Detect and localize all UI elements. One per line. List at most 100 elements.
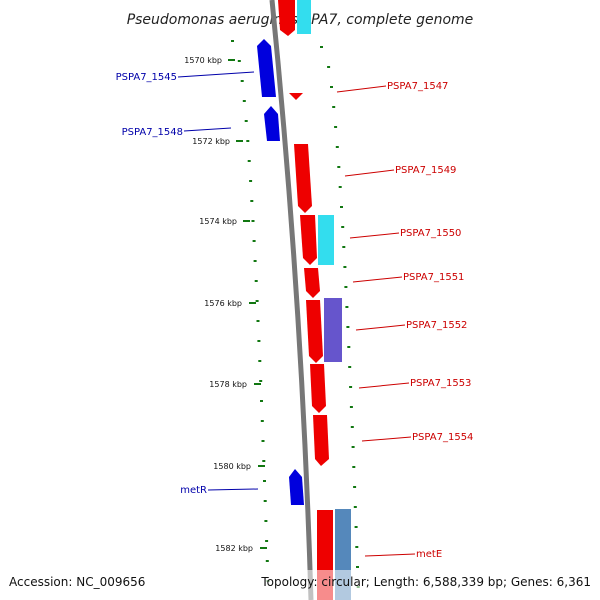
minus-strand-features [257, 39, 304, 505]
minor-tick [265, 540, 269, 542]
left-gene-labels: PSPA7_1545 PSPA7_1548 metR [116, 71, 259, 496]
label-leader [361, 436, 412, 442]
minor-tick [258, 360, 262, 362]
track-segment-purple [324, 298, 342, 362]
minor-tick [355, 546, 359, 548]
scale-label-1570: 1570 kbp [184, 56, 222, 65]
minor-tick [353, 486, 357, 488]
gene-feature-PSPA7_1548[interactable] [264, 106, 280, 141]
minor-tick [356, 566, 359, 568]
minor-tick [231, 40, 234, 42]
inner-tick-track [231, 40, 270, 582]
minor-tick [320, 46, 323, 48]
minor-tick [342, 246, 346, 248]
minor-tick [350, 426, 354, 428]
major-tick [236, 140, 243, 142]
minor-tick [242, 100, 246, 102]
minor-tick [338, 186, 342, 188]
major-tick [249, 302, 256, 304]
minor-tick [260, 400, 263, 402]
minor-tick [244, 120, 248, 122]
minor-tick [256, 320, 260, 322]
minor-tick [354, 526, 358, 528]
gene-label-PSPA7_1551[interactable]: PSPA7_1551 [403, 272, 464, 283]
gene-label-PSPA7_1553[interactable]: PSPA7_1553 [410, 378, 471, 389]
minor-tick [261, 440, 265, 442]
minor-tick [348, 366, 352, 368]
minor-tick [250, 200, 254, 202]
gene-feature-PSPA7_1551[interactable] [304, 268, 320, 298]
gene-label-PSPA7_1554[interactable]: PSPA7_1554 [412, 432, 473, 443]
minor-tick [344, 286, 348, 288]
gene-feature-PSPA7_1545[interactable] [257, 39, 276, 97]
label-leader [355, 324, 406, 331]
minor-tick [349, 386, 353, 388]
gene-feature-top-red[interactable] [278, 0, 295, 36]
minor-tick [263, 480, 266, 482]
scale-label-1582: 1582 kbp [215, 544, 253, 553]
outer-feature-track [297, 0, 351, 600]
gene-feature-PSPA7_1552[interactable] [306, 300, 323, 363]
label-leader [183, 127, 232, 132]
gene-label-PSPA7_1545[interactable]: PSPA7_1545 [116, 72, 177, 83]
minor-tick [262, 460, 266, 462]
gene-feature-metR[interactable] [289, 469, 304, 505]
minor-tick [264, 520, 268, 522]
footer-backdrop [0, 570, 600, 600]
minor-tick [332, 106, 336, 108]
minor-tick [337, 166, 341, 168]
gene-label-PSPA7_1547[interactable]: PSPA7_1547 [387, 81, 448, 92]
scale-label-1576: 1576 kbp [204, 299, 242, 308]
gene-feature-PSPA7_1554[interactable] [313, 415, 329, 466]
minor-tick [340, 206, 343, 208]
gene-label-PSPA7_1548[interactable]: PSPA7_1548 [122, 127, 183, 138]
minor-tick [352, 466, 356, 468]
minor-tick [253, 260, 257, 262]
gene-feature-PSPA7_1549[interactable] [294, 144, 312, 213]
scale-label-1578: 1578 kbp [209, 380, 247, 389]
track-segment-cyan [318, 215, 334, 265]
gene-label-PSPA7_1550[interactable]: PSPA7_1550 [400, 228, 461, 239]
minor-tick [327, 66, 331, 68]
gene-feature-PSPA7_1547[interactable] [289, 93, 303, 100]
scale-labels: 1570 kbp 1572 kbp 1574 kbp 1576 kbp 1578… [184, 56, 267, 553]
minor-tick [257, 340, 261, 342]
minor-tick [353, 506, 357, 508]
minor-tick [343, 266, 347, 268]
minor-tick [246, 140, 250, 142]
minor-tick [347, 346, 351, 348]
gene-feature-PSPA7_1550[interactable] [300, 215, 317, 265]
minor-tick [346, 326, 350, 328]
minor-tick [259, 380, 263, 382]
minor-tick [265, 560, 269, 562]
label-leader [352, 276, 403, 283]
label-leader [207, 488, 259, 491]
label-leader [177, 71, 255, 78]
label-leader [364, 553, 416, 557]
minor-tick [247, 160, 251, 162]
label-leader [349, 232, 400, 239]
minor-tick [254, 280, 258, 282]
major-tick [243, 220, 250, 222]
gene-label-PSPA7_1549[interactable]: PSPA7_1549 [395, 165, 456, 176]
minor-tick [252, 240, 256, 242]
scale-label-1572: 1572 kbp [192, 137, 230, 146]
gene-label-metE[interactable]: metE [416, 549, 442, 560]
gene-label-metR[interactable]: metR [180, 485, 207, 496]
major-tick [254, 383, 261, 385]
minor-tick [351, 446, 355, 448]
gene-feature-PSPA7_1553[interactable] [310, 364, 326, 413]
minor-tick [251, 220, 255, 222]
minor-tick [260, 420, 264, 422]
label-leader [358, 382, 410, 389]
right-gene-labels: PSPA7_1547 PSPA7_1549 PSPA7_1550 PSPA7_1… [336, 81, 473, 560]
major-tick [228, 59, 235, 61]
minor-tick [330, 86, 333, 88]
gene-label-PSPA7_1552[interactable]: PSPA7_1552 [406, 320, 467, 331]
scale-label-1580: 1580 kbp [213, 462, 251, 471]
minor-tick [349, 406, 353, 408]
minor-tick [345, 306, 349, 308]
major-tick [258, 465, 265, 467]
topology-text: Topology: circular; Length: 6,588,339 bp… [260, 575, 591, 589]
